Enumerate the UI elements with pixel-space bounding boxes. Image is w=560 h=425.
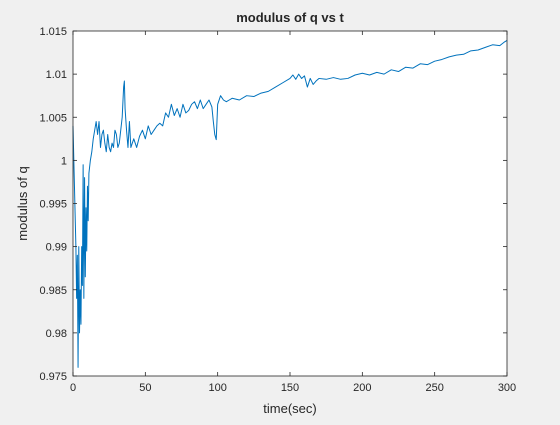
y-axis-label: modulus of q	[15, 166, 30, 240]
y-tick-label: 0.985	[39, 285, 67, 297]
y-tick-label: 0.99	[46, 242, 67, 254]
x-tick-label: 50	[139, 382, 151, 394]
y-tick-label: 1.005	[39, 112, 67, 124]
y-tick-label: 0.975	[39, 371, 67, 383]
y-tick-label: 1	[61, 155, 67, 167]
y-tick-label: 1.015	[39, 26, 67, 38]
chart-title: modulus of q vs t	[236, 10, 344, 25]
y-tick-label: 0.995	[39, 199, 67, 211]
y-axis-ticks: 0.975 0.98 0.985 0.99 0.995 1 1.005 1.01 1.015	[39, 26, 507, 383]
x-tick-label: 150	[281, 382, 299, 394]
x-axis-ticks: 0 50 100 150 200 250 300	[70, 31, 516, 394]
x-axis-label: time(sec)	[263, 401, 316, 416]
plot-area	[73, 31, 507, 376]
x-tick-label: 0	[70, 382, 76, 394]
x-tick-label: 250	[425, 382, 443, 394]
x-tick-label: 100	[208, 382, 226, 394]
series-line-0	[72, 40, 508, 368]
x-tick-label: 300	[498, 382, 516, 394]
y-tick-label: 0.98	[46, 328, 67, 340]
y-tick-label: 1.01	[46, 69, 67, 81]
series-layer	[72, 40, 508, 368]
x-tick-label: 200	[353, 382, 371, 394]
